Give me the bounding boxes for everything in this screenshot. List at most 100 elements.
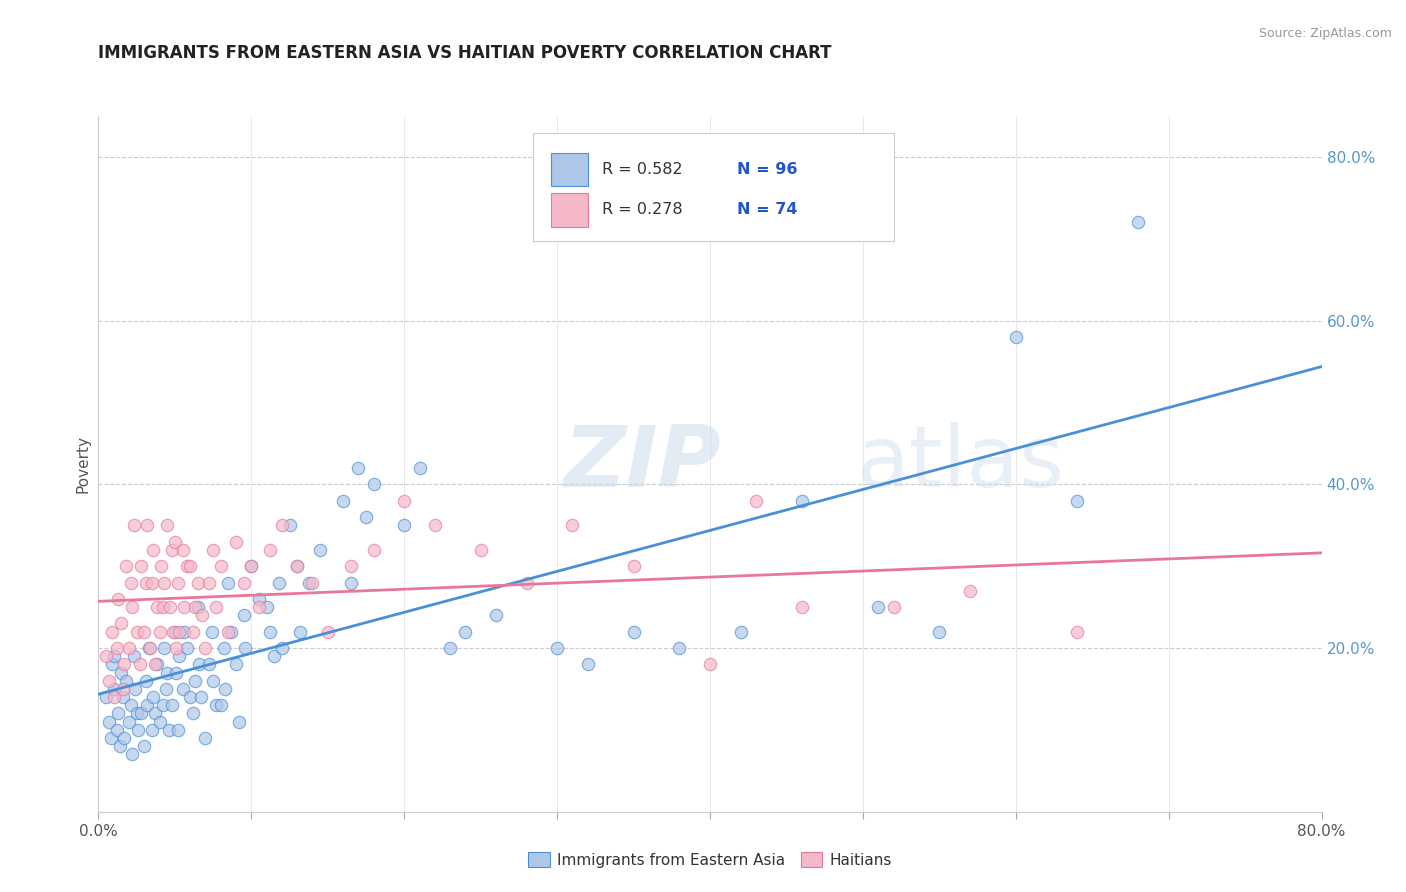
Point	[172, 681, 194, 696]
Point	[157, 723, 180, 737]
Point	[160, 698, 183, 713]
Point	[143, 706, 166, 721]
Point	[263, 649, 285, 664]
Point	[150, 559, 173, 574]
Point	[112, 657, 135, 672]
Point	[301, 575, 323, 590]
Point	[134, 739, 156, 754]
Point	[110, 616, 132, 631]
Point	[98, 714, 121, 729]
Point	[145, 657, 167, 672]
Point	[339, 575, 361, 590]
Point	[623, 624, 645, 639]
Point	[197, 657, 219, 672]
Point	[179, 690, 201, 705]
Point	[576, 657, 599, 672]
Point	[270, 640, 292, 655]
Point	[745, 493, 768, 508]
Point	[221, 624, 243, 639]
Point	[152, 698, 174, 713]
Point	[135, 575, 157, 590]
Point	[187, 600, 209, 615]
Point	[181, 706, 204, 721]
Point	[959, 583, 981, 598]
Point	[623, 559, 645, 574]
Point	[115, 559, 138, 574]
Point	[103, 681, 125, 696]
Point	[339, 559, 361, 574]
Point	[125, 706, 148, 721]
Point	[141, 723, 163, 737]
Point	[1066, 624, 1088, 639]
Point	[232, 575, 254, 590]
Point	[167, 575, 190, 590]
Point	[121, 600, 143, 615]
Y-axis label: Poverty: Poverty	[75, 434, 90, 493]
Point	[423, 518, 446, 533]
Point	[309, 542, 332, 557]
Point	[176, 559, 198, 574]
Point	[181, 624, 204, 639]
Point	[561, 518, 583, 533]
Point	[139, 640, 162, 655]
Point	[103, 649, 125, 664]
Point	[194, 731, 217, 745]
Point	[165, 640, 187, 655]
Point	[169, 624, 191, 639]
Bar	[533, 134, 894, 241]
Point	[160, 542, 183, 557]
Point	[347, 461, 370, 475]
Point	[111, 690, 134, 705]
Point	[156, 665, 179, 680]
Point	[200, 624, 222, 639]
Point	[256, 600, 278, 615]
Text: R = 0.278: R = 0.278	[602, 202, 683, 218]
Point	[101, 624, 124, 639]
Point	[136, 518, 159, 533]
Point	[485, 608, 508, 623]
Point	[152, 600, 174, 615]
Point	[217, 624, 239, 639]
Point	[790, 600, 813, 615]
Point	[136, 698, 159, 713]
Point	[217, 575, 239, 590]
Point	[107, 591, 129, 606]
Point	[134, 624, 156, 639]
Point	[883, 600, 905, 615]
Point	[145, 600, 167, 615]
Point	[120, 698, 142, 713]
Point	[111, 681, 134, 696]
Text: R = 0.582: R = 0.582	[602, 162, 683, 177]
Point	[1128, 215, 1150, 229]
Point	[205, 600, 228, 615]
Point	[332, 493, 354, 508]
Point	[94, 649, 117, 664]
Point	[240, 559, 263, 574]
Point	[202, 673, 225, 688]
Point	[228, 714, 250, 729]
Point	[176, 640, 198, 655]
Point	[103, 690, 125, 705]
Point	[267, 575, 290, 590]
Point	[190, 690, 212, 705]
Point	[108, 739, 131, 754]
Legend: Immigrants from Eastern Asia, Haitians: Immigrants from Eastern Asia, Haitians	[522, 846, 898, 873]
Point	[259, 624, 281, 639]
Point	[259, 542, 281, 557]
Point	[240, 559, 263, 574]
Point	[363, 542, 385, 557]
Bar	[551, 194, 588, 227]
Point	[149, 714, 172, 729]
Point	[197, 575, 219, 590]
Point	[209, 559, 232, 574]
Point	[188, 657, 211, 672]
Point	[107, 706, 129, 721]
Point	[194, 640, 217, 655]
Point	[153, 640, 176, 655]
Point	[165, 665, 187, 680]
Point	[868, 600, 890, 615]
Point	[278, 518, 301, 533]
Point	[143, 657, 166, 672]
Point	[153, 575, 176, 590]
Point	[149, 624, 172, 639]
